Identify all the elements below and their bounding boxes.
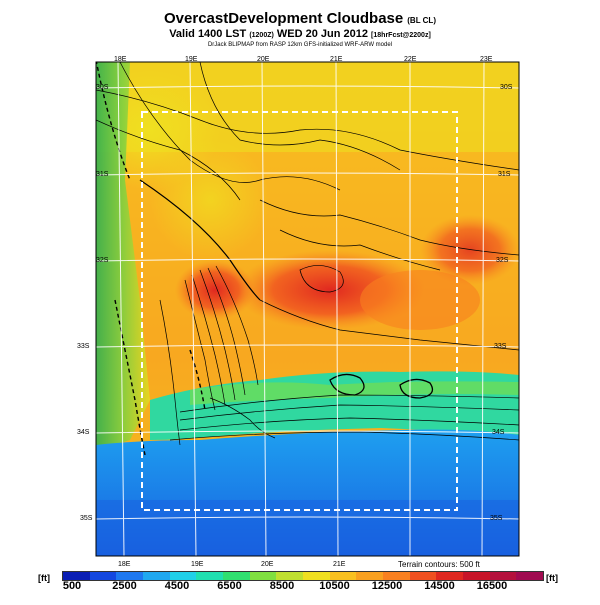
colorbar-swatch <box>116 572 144 580</box>
lat-label-right: 35S <box>490 515 503 522</box>
source-line: DrJack BLIPMAP from RASP 12km GFS-initia… <box>207 42 393 48</box>
colorbar-swatch <box>303 572 330 580</box>
colorbar-swatch <box>169 572 197 580</box>
field-layer <box>96 62 519 556</box>
colorbar-label: 6500 <box>217 580 242 592</box>
colorbar-label: 4500 <box>164 580 190 592</box>
lon-label-top: 23E <box>480 56 493 63</box>
colorbar-swatch <box>223 572 250 580</box>
lat-label-left: 30S <box>96 84 109 91</box>
colorbar-swatch <box>89 572 117 580</box>
lat-label-left: 31S <box>96 171 109 178</box>
colorbar-label: 500 <box>62 580 82 592</box>
lon-label-top: 22E <box>404 56 417 63</box>
colorbar-unit-left: [ft] <box>38 573 50 583</box>
colorbar-swatch <box>329 572 357 580</box>
colorbar-swatch <box>516 572 544 580</box>
colorbar-swatch <box>63 572 90 580</box>
lat-label-right: 32S <box>496 257 509 264</box>
map-title-tag: (BL CL) <box>407 16 436 25</box>
colorbar-label: 14500 <box>424 580 455 592</box>
lon-label-bottom: 20E <box>261 561 274 568</box>
colorbar-label: 12500 <box>371 580 403 592</box>
colorbar-swatch <box>436 572 464 580</box>
colorbar-swatch <box>276 572 304 580</box>
colorbar <box>62 571 544 581</box>
colorbar-swatch <box>383 572 410 580</box>
valid-suffix: [18hrFcst@2200z] <box>371 32 431 39</box>
valid-time-line: Valid 1400 LST (1200Z) WED 20 Jun 2012 [… <box>0 28 600 40</box>
lat-label-left: 35S <box>80 515 93 522</box>
lat-label-right: 30S <box>500 84 513 91</box>
colorbar-label: 10500 <box>319 580 350 592</box>
lon-label-top: 20E <box>257 56 270 63</box>
valid-date: WED 20 Jun 2012 <box>276 28 368 40</box>
lat-label-right: 31S <box>498 171 511 178</box>
domain-boundary <box>141 111 458 511</box>
lon-label-top: 21E <box>330 56 343 63</box>
lat-label-right: 34S <box>492 429 505 436</box>
valid-text: Valid 1400 LST <box>169 28 247 40</box>
lat-label-left: 32S <box>96 257 109 264</box>
colorbar-swatch <box>143 572 170 580</box>
colorbar-label: 16500 <box>476 580 508 592</box>
lat-label-left: 34S <box>77 429 90 436</box>
terrain-note: Terrain contours: 500 ft <box>398 560 480 569</box>
colorbar-swatch <box>489 572 517 580</box>
colorbar-swatch <box>196 572 224 580</box>
colorbar-swatch <box>356 572 384 580</box>
graticule <box>95 61 520 557</box>
lon-label-top: 19E <box>185 56 198 63</box>
colorbar-label: 2500 <box>112 580 137 592</box>
lat-label-right: 33S <box>494 343 507 350</box>
lon-label-top: 18E <box>114 56 127 63</box>
map-frame <box>95 61 520 557</box>
colorbar-unit-right: [ft] <box>546 573 558 583</box>
colorbar-label: 8500 <box>269 580 295 592</box>
lon-label-bottom: 18E <box>118 561 131 568</box>
map-title-text: OvercastDevelopment Cloudbase <box>164 10 404 27</box>
colorbar-swatch <box>463 572 490 580</box>
colorbar-swatch <box>249 572 277 580</box>
map-title: OvercastDevelopment Cloudbase (BL CL) <box>0 10 600 27</box>
valid-code: (1200Z) <box>249 32 274 39</box>
lon-label-bottom: 19E <box>191 561 204 568</box>
lat-label-left: 33S <box>77 343 90 350</box>
colorbar-swatch <box>409 572 437 580</box>
lon-label-bottom: 21E <box>333 561 346 568</box>
